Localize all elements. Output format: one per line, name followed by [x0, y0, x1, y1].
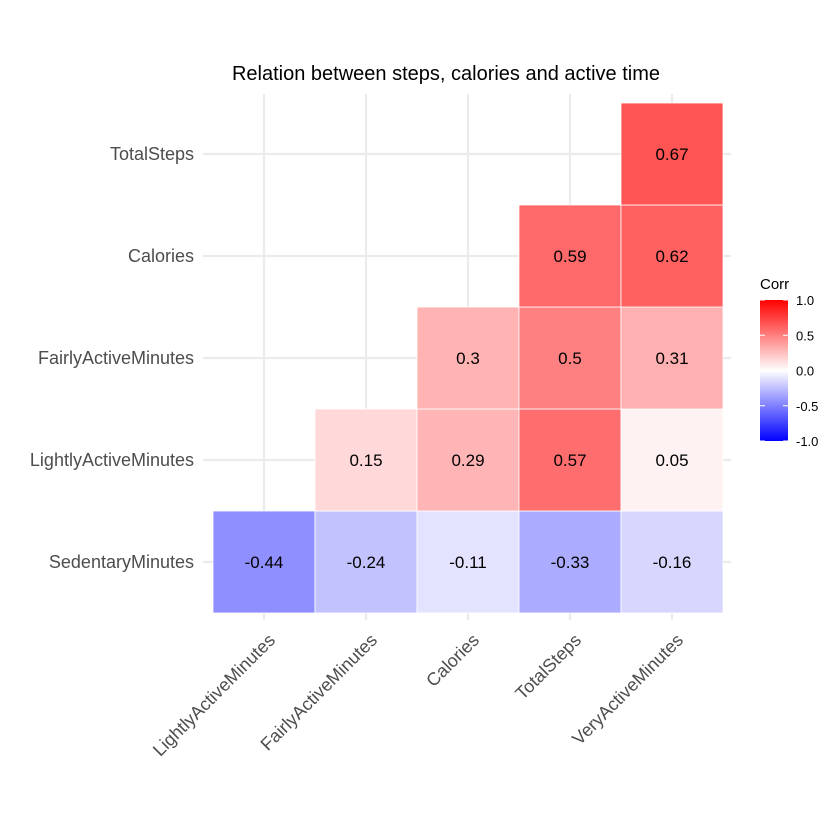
legend: Corr 1.0 0.5 0.0 -0.5 -1.0: [760, 276, 818, 449]
heatmap-cell: [416, 306, 520, 410]
cell-value-label: 0.67: [655, 145, 688, 164]
heatmap-cell: [620, 306, 724, 410]
legend-tick-label: 1.0: [796, 293, 814, 308]
heatmap-cell: [518, 204, 622, 308]
x-tick-label: Calories: [422, 630, 483, 691]
legend-ticks: 1.0 0.5 0.0 -0.5 -1.0: [760, 293, 818, 449]
heatmap-cell: [212, 510, 316, 614]
legend-tick-label: 0.5: [796, 328, 814, 343]
y-tick-label: FairlyActiveMinutes: [38, 348, 194, 368]
cell-value-label: -0.16: [653, 553, 692, 572]
cell-value-label: 0.05: [655, 451, 688, 470]
cell-value-label: 0.5: [558, 349, 582, 368]
cell-labels: -0.44 -0.24 -0.11 -0.33 -0.16 0.15 0.29 0.57 0.0…: [245, 145, 692, 572]
cell-value-label: 0.3: [456, 349, 480, 368]
cell-value-label: 0.57: [553, 451, 586, 470]
y-axis-tick-labels: SedentaryMinutes LightlyActiveMinutes Fair…: [30, 144, 194, 572]
y-tick-label: LightlyActiveMinutes: [30, 450, 194, 470]
x-tick-label: FairlyActiveMinutes: [257, 630, 381, 754]
x-tick-label: VeryActiveMinutes: [568, 630, 687, 749]
heatmap-cell: [518, 510, 622, 614]
cell-value-label: -0.24: [347, 553, 386, 572]
legend-title: Corr: [760, 276, 789, 293]
heatmap-cell: [620, 510, 724, 614]
heatmap-cell: [416, 408, 520, 512]
cell-value-label: 0.31: [655, 349, 688, 368]
cell-value-label: 0.29: [451, 451, 484, 470]
y-tick-label: TotalSteps: [110, 144, 194, 164]
heatmap-cell: [314, 510, 418, 614]
heatmap-cells: [212, 102, 724, 614]
heatmap-cell: [314, 408, 418, 512]
heatmap-cell: [620, 408, 724, 512]
legend-tick-label: -0.5: [796, 399, 818, 414]
legend-tick-label: -1.0: [796, 434, 818, 449]
x-tick-label: TotalSteps: [511, 630, 585, 704]
y-tick-label: Calories: [128, 246, 194, 266]
cell-value-label: 0.62: [655, 247, 688, 266]
legend-tick-label: 0.0: [796, 364, 814, 379]
cell-value-label: -0.44: [245, 553, 284, 572]
cell-value-label: -0.33: [551, 553, 590, 572]
y-tick-label: SedentaryMinutes: [49, 552, 194, 572]
cell-value-label: -0.11: [449, 553, 487, 572]
chart-title: Relation between steps, calories and act…: [232, 63, 660, 85]
cell-value-label: 0.59: [553, 247, 586, 266]
heatmap-cell: [416, 510, 520, 614]
heatmap-cell: [518, 408, 622, 512]
heatmap-cell: [620, 102, 724, 206]
heatmap-cell: [518, 306, 622, 410]
cell-value-label: 0.15: [349, 451, 382, 470]
